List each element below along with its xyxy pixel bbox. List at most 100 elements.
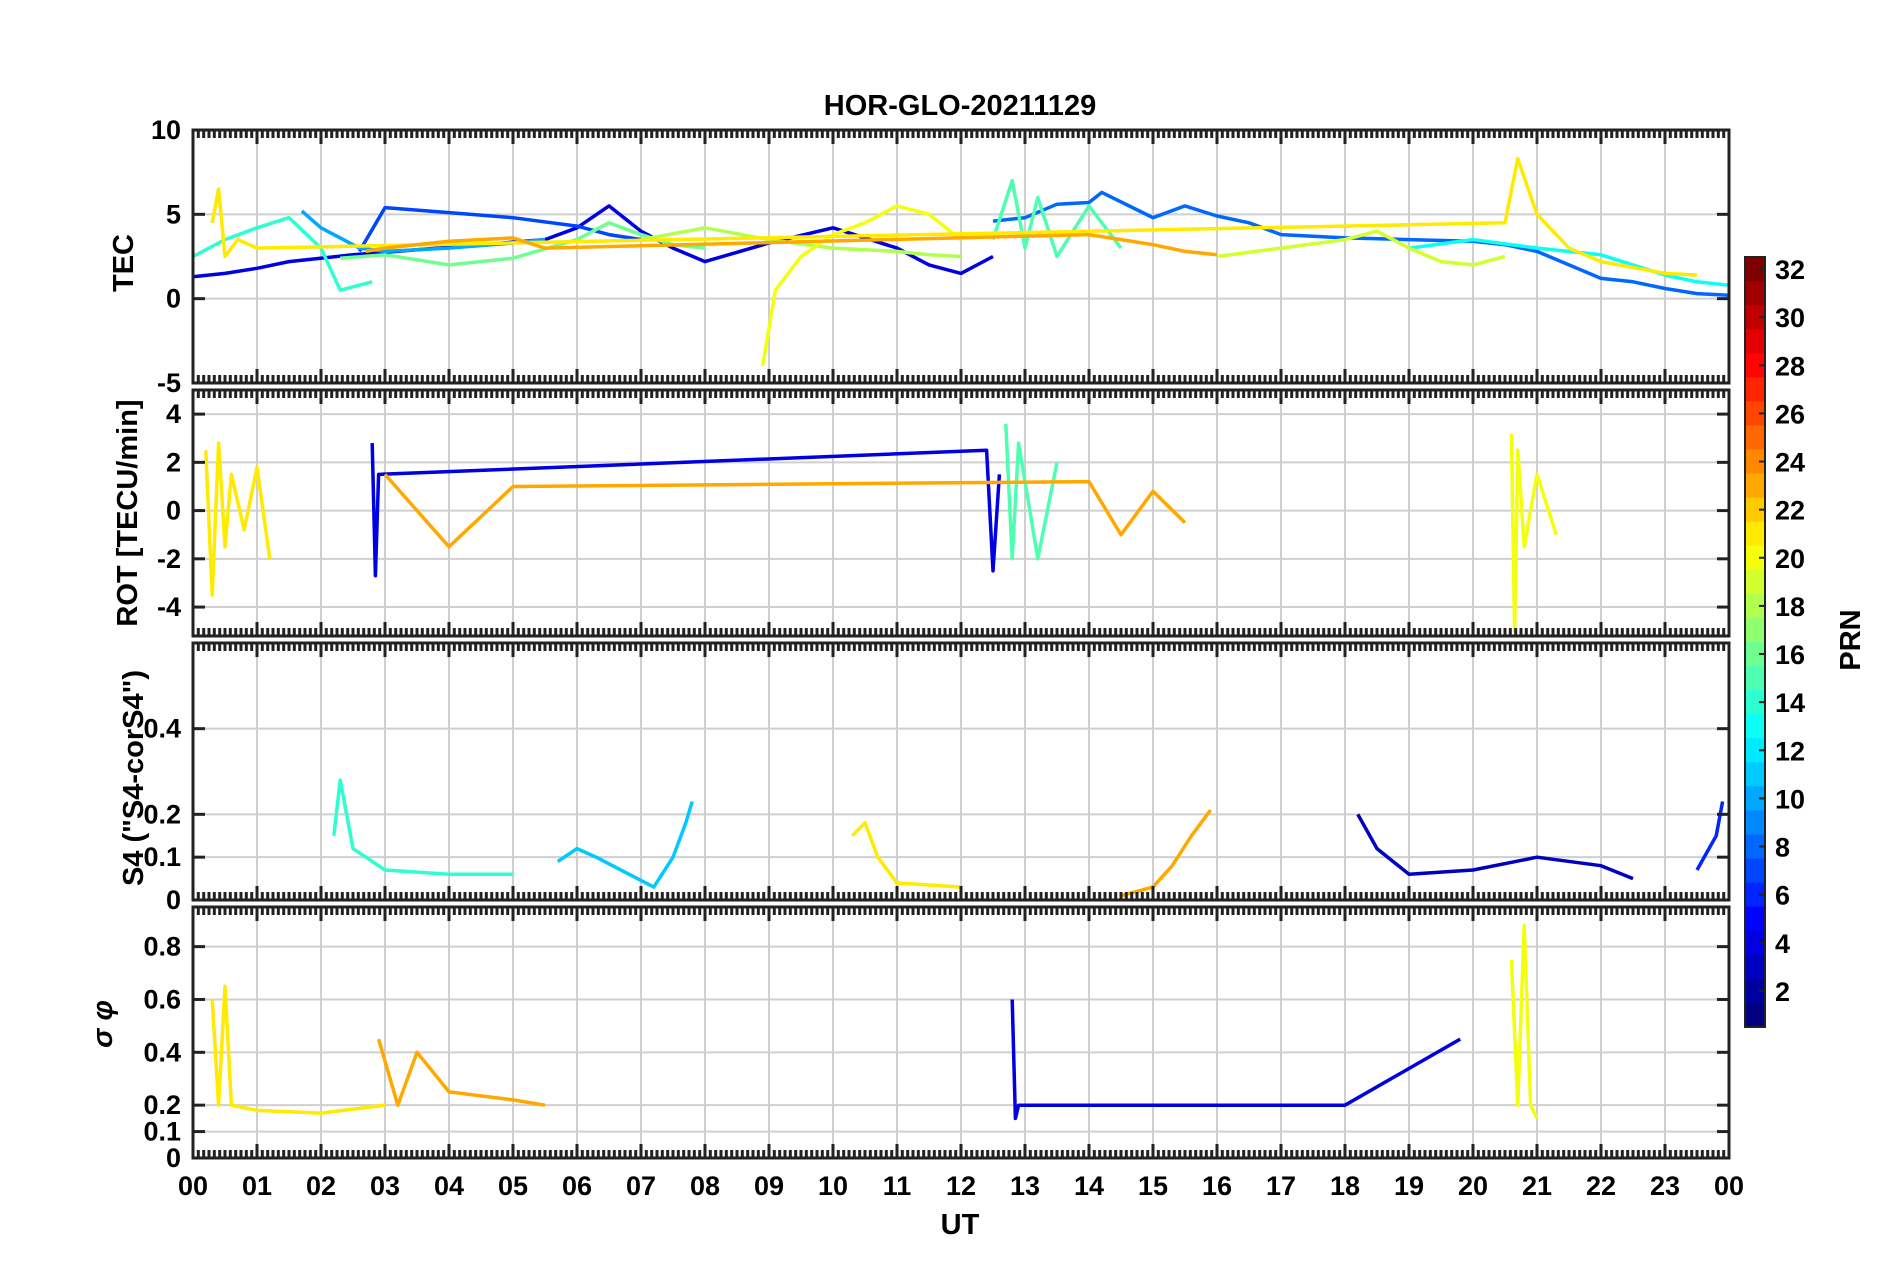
x-tick-label: 04 xyxy=(434,1171,464,1201)
rot-y-tick-label: -2 xyxy=(157,544,181,574)
x-tick-label: 02 xyxy=(306,1171,336,1201)
tec-x-minor-ticks xyxy=(191,130,1731,383)
colorbar-swatch xyxy=(1745,329,1765,354)
tec-series-prn-15 xyxy=(991,178,1123,259)
colorbar-swatch xyxy=(1745,473,1765,499)
x-tick-label: 07 xyxy=(626,1171,656,1201)
colorbar-swatch xyxy=(1745,762,1765,787)
tec-series-prn-23 xyxy=(365,232,1218,257)
x-tick-label: 00 xyxy=(178,1171,208,1201)
tec-series-prn-20 xyxy=(760,204,963,367)
x-tick-label: 10 xyxy=(818,1171,848,1201)
colorbar-tick-label: 16 xyxy=(1775,640,1805,670)
x-tick-label: 12 xyxy=(946,1171,976,1201)
x-tick-label: 22 xyxy=(1586,1171,1616,1201)
s4-y-tick-label: 0.1 xyxy=(143,842,181,872)
colorbar-tick-label: 14 xyxy=(1775,688,1805,718)
colorbar-swatch xyxy=(1745,666,1765,691)
rot-series-prn-4 xyxy=(370,443,1002,578)
sigma-series-prn-20 xyxy=(1509,923,1539,1120)
s4-x-minor-ticks xyxy=(191,643,1731,900)
x-tick-label: 09 xyxy=(754,1171,784,1201)
s4-series-prn-14 xyxy=(332,778,513,877)
x-tick-label: 06 xyxy=(562,1171,592,1201)
colorbar-swatch xyxy=(1745,497,1765,523)
ylabel-tec: TEC xyxy=(108,234,140,292)
colorbar-swatch xyxy=(1745,521,1765,547)
colorbar-tick-label: 4 xyxy=(1775,929,1790,959)
colorbar-tick-label: 10 xyxy=(1775,784,1805,814)
chart-title: HOR-GLO-20211129 xyxy=(824,90,1096,122)
sigma-series-prn-23 xyxy=(376,1038,546,1107)
colorbar-swatch xyxy=(1745,714,1765,739)
ylabel-rot: ROT [TECU/min] xyxy=(112,399,144,626)
colorbar-swatch xyxy=(1745,738,1765,763)
x-tick-label: 08 xyxy=(690,1171,720,1201)
sigma-x-minor-ticks xyxy=(191,907,1731,1158)
sigma-phi-panel: 0.8 0.6 0.4 0.20.10 xyxy=(143,905,1731,1173)
colorbar-swatch xyxy=(1745,786,1765,812)
sigma-y-tick-label: 0.4 xyxy=(143,1037,181,1067)
x-tick-label: 00 xyxy=(1714,1171,1744,1201)
colorbar-swatch xyxy=(1745,281,1765,306)
x-tick-label: 14 xyxy=(1074,1171,1104,1201)
colorbar-tick-label: 26 xyxy=(1775,399,1805,429)
rot-series-prn-21 xyxy=(204,441,272,597)
colorbar-tick-label: 30 xyxy=(1775,303,1805,333)
colorbar-swatch xyxy=(1745,569,1765,595)
rot-y-tick-label: 0 xyxy=(166,496,181,526)
colorbar-swatch xyxy=(1745,978,1765,1004)
ylabel-sigma: σ φ xyxy=(87,1000,119,1048)
colorbar-swatch xyxy=(1745,305,1765,330)
colorbar-swatch xyxy=(1745,617,1765,643)
colorbar-swatch xyxy=(1745,954,1765,980)
colorbar-tick-label: 2 xyxy=(1775,977,1790,1007)
x-tick-label: 01 xyxy=(242,1171,272,1201)
colorbar-tick-label: 32 xyxy=(1775,255,1805,285)
colorbar-tick-label: 6 xyxy=(1775,881,1790,911)
ylabel-s4: S4 ("S4-corS4") xyxy=(118,670,150,886)
colorbar-tick-label: 24 xyxy=(1775,448,1805,478)
tec-series-prn-4 xyxy=(192,204,994,279)
colorbar-tick-label: 18 xyxy=(1775,592,1805,622)
x-tick-label: 15 xyxy=(1138,1171,1168,1201)
s4-y-tick-label: 0 xyxy=(166,885,181,915)
colorbar-swatch xyxy=(1745,930,1765,956)
x-tick-label: 19 xyxy=(1394,1171,1424,1201)
x-tick-label: 03 xyxy=(370,1171,400,1201)
tec-y-tick-label: -5 xyxy=(157,368,181,398)
rot-series-prn-23 xyxy=(383,473,1187,549)
x-tick-label: 20 xyxy=(1458,1171,1488,1201)
s4-series-prn-23 xyxy=(1120,808,1213,898)
tec-y-tick-label: 0 xyxy=(166,284,181,314)
tec-series-prn-21 xyxy=(210,156,1698,277)
sigma-y-tick-label: 0 xyxy=(166,1143,181,1173)
colorbar-swatch xyxy=(1745,593,1765,619)
colorbar-swatch xyxy=(1745,642,1765,667)
colorbar-tick-label: 28 xyxy=(1775,351,1805,381)
x-tick-label: 16 xyxy=(1202,1171,1232,1201)
x-tick-label: 13 xyxy=(1010,1171,1040,1201)
sigma-series-prn-4 xyxy=(1010,999,1462,1121)
colorbar-swatch xyxy=(1745,906,1765,932)
colorbar-swatch xyxy=(1745,1002,1765,1028)
colorbar-tick-label: 20 xyxy=(1775,544,1805,574)
x-tick-label: 23 xyxy=(1650,1171,1680,1201)
rot-y-tick-label: -4 xyxy=(157,592,181,622)
colorbar-frame xyxy=(1744,256,1766,1028)
x-tick-label: 05 xyxy=(498,1171,528,1201)
tec-series-prn-13 xyxy=(1408,237,1730,287)
x-tick-label: 11 xyxy=(883,1171,912,1201)
s4-y-tick-label: 0.2 xyxy=(143,799,181,829)
colorbar-swatch xyxy=(1745,353,1765,378)
rot-series-prn-15 xyxy=(1004,423,1059,561)
rot-y-tick-label: 4 xyxy=(166,399,181,429)
x-axis-label: UT xyxy=(941,1209,980,1241)
sigma-y-tick-label: 0.2 xyxy=(143,1090,181,1120)
x-tick-label: 18 xyxy=(1330,1171,1360,1201)
s4-series-prn-3 xyxy=(1356,813,1634,881)
s4-series-prn-11 xyxy=(556,800,694,889)
colorbar-swatch xyxy=(1745,858,1765,884)
colorbar-swatch xyxy=(1745,810,1765,836)
colorbar-swatch xyxy=(1745,377,1765,402)
